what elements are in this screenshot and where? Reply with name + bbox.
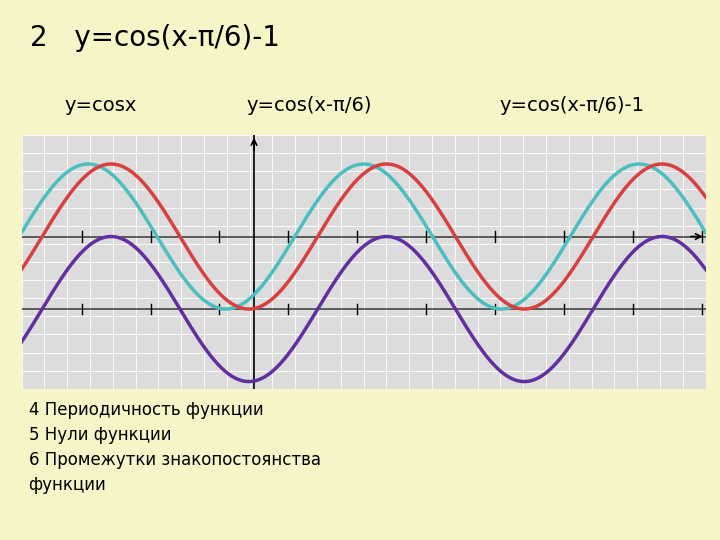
- Text: 2   y=cos(x-π/6)-1: 2 y=cos(x-π/6)-1: [30, 24, 279, 52]
- Text: y=cos(x-π/6)-1: y=cos(x-π/6)-1: [500, 96, 645, 115]
- Text: y=cos(x-π/6): y=cos(x-π/6): [247, 96, 372, 115]
- Text: y=cosx: y=cosx: [65, 96, 137, 115]
- Text: 4 Периодичность функции
5 Нули функции
6 Промежутки знакопостоянства
функции: 4 Периодичность функции 5 Нули функции 6…: [29, 402, 320, 495]
